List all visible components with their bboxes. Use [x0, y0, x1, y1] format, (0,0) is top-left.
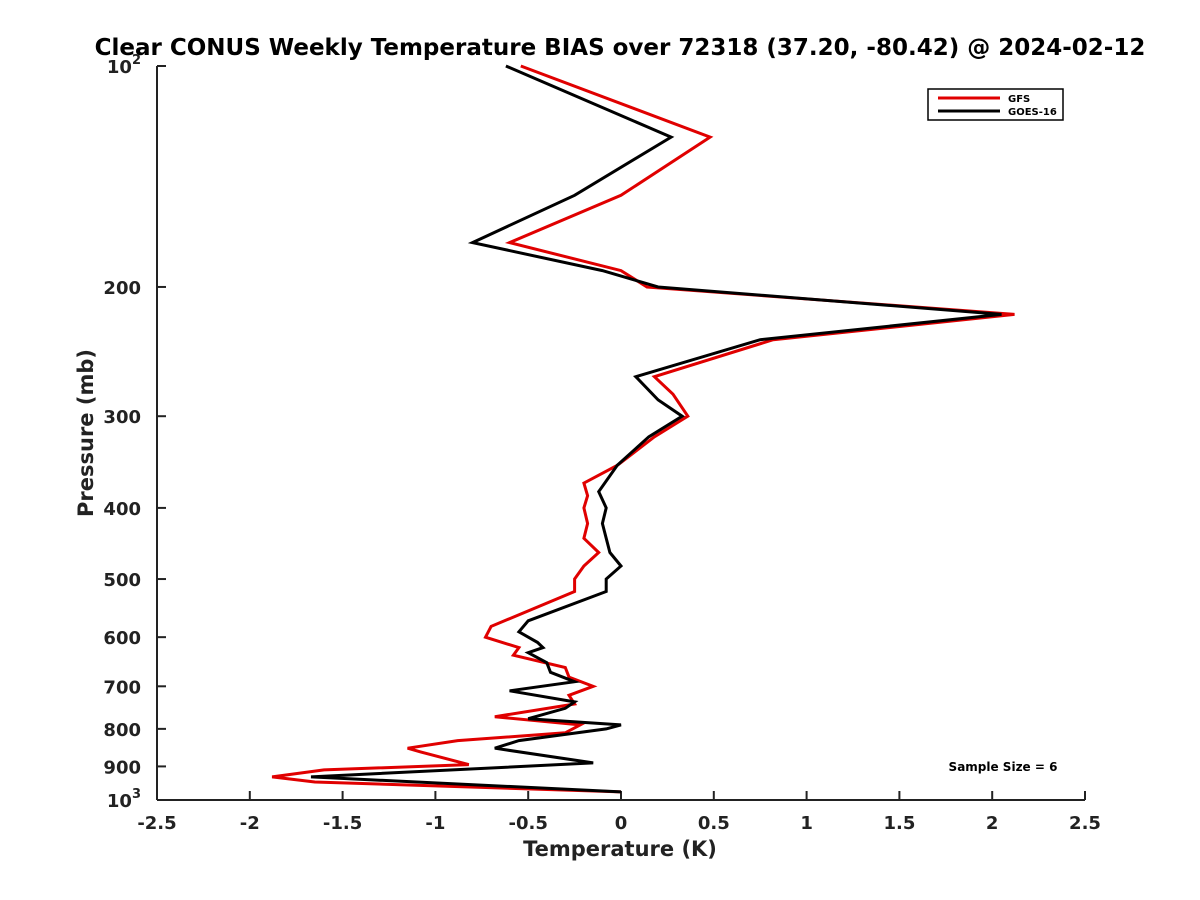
series-line-goes-16 — [310, 64, 1002, 794]
x-tick-label: 1.5 — [883, 813, 915, 834]
y-tick-label: 200 — [103, 278, 141, 299]
y-tick-label: 800 — [103, 720, 141, 741]
y-tick-label: 400 — [103, 499, 141, 520]
sample-size-annotation: Sample Size = 6 — [949, 760, 1058, 774]
x-tick-label: -2 — [240, 813, 260, 834]
y-tick-label: 600 — [103, 628, 141, 649]
y-axis-label: Pressure (mb) — [74, 349, 98, 517]
x-tick-label: -0.5 — [509, 813, 548, 834]
x-tick-label: -1 — [425, 813, 445, 834]
x-tick-label: -1.5 — [323, 813, 362, 834]
x-tick-label: -2.5 — [137, 813, 176, 834]
y-tick-label: 700 — [103, 677, 141, 698]
legend-box — [927, 88, 1064, 121]
y-tick-label: 102 — [107, 53, 141, 78]
x-tick-label: 2.5 — [1069, 813, 1101, 834]
y-tick-label: 500 — [103, 570, 141, 591]
x-tick-label: 0 — [615, 813, 628, 834]
chart-title: Clear CONUS Weekly Temperature BIAS over… — [95, 35, 1146, 61]
plot-area: -2.5 -2 -1.5 -1 -0.5 0 0.5 1 1.5 2 2.5 200 300 400 500… — [103, 53, 1101, 834]
series-line-gfs — [271, 64, 1015, 794]
legend: GFS GOES-16 — [927, 88, 1064, 121]
y-tick-label: 103 — [107, 787, 141, 812]
y-tick-label: 300 — [103, 407, 141, 428]
x-tick-label: 0.5 — [698, 813, 730, 834]
y-tick-label: 900 — [103, 757, 141, 778]
x-tick-label: 1 — [800, 813, 813, 834]
legend-label-goes-16: GOES-16 — [1008, 107, 1057, 118]
x-axis-label: Temperature (K) — [523, 837, 717, 861]
x-tick-label: 2 — [986, 813, 999, 834]
legend-label-gfs: GFS — [1008, 94, 1030, 105]
